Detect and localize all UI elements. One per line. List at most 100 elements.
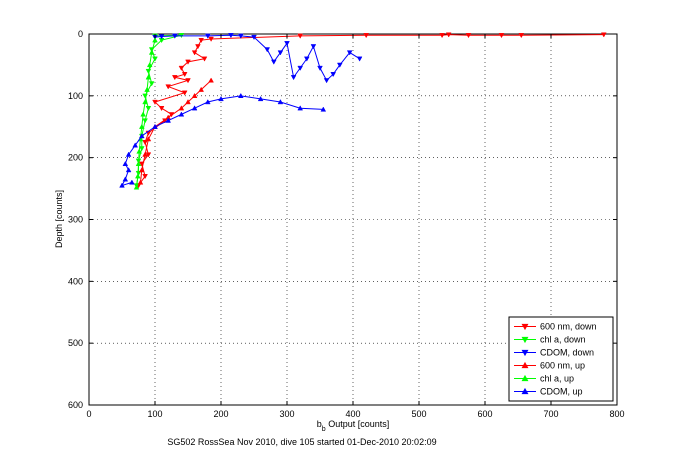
data-point bbox=[145, 152, 152, 158]
data-point bbox=[191, 50, 198, 56]
legend-entry: 600 nm, down bbox=[514, 322, 597, 332]
data-point bbox=[198, 38, 205, 44]
data-point bbox=[158, 34, 165, 40]
data-point bbox=[178, 111, 185, 117]
x-tick-label: 700 bbox=[543, 409, 558, 419]
series-3 bbox=[137, 77, 214, 185]
data-point bbox=[297, 33, 304, 39]
data-point bbox=[132, 142, 139, 148]
data-point bbox=[133, 184, 140, 190]
data-point bbox=[122, 176, 129, 182]
data-point bbox=[148, 81, 155, 87]
data-point bbox=[178, 105, 185, 111]
data-point bbox=[204, 33, 211, 39]
legend-box bbox=[508, 316, 614, 402]
data-point bbox=[138, 133, 145, 139]
legend-label: chl a, up bbox=[540, 374, 574, 384]
x-axis-label-main: b bbox=[317, 419, 322, 429]
data-point bbox=[277, 50, 284, 56]
x-tick-label: 600 bbox=[477, 409, 492, 419]
legend-marker bbox=[521, 361, 529, 369]
data-point bbox=[152, 37, 158, 43]
data-point bbox=[152, 99, 158, 105]
data-point bbox=[142, 174, 148, 180]
data-point bbox=[181, 90, 188, 96]
data-point bbox=[195, 44, 201, 50]
x-tick-label: 400 bbox=[345, 409, 360, 419]
data-point bbox=[125, 167, 132, 173]
data-point bbox=[297, 65, 304, 71]
series-5 bbox=[119, 92, 327, 188]
data-point bbox=[171, 33, 178, 39]
data-point bbox=[129, 179, 135, 185]
x-tick-label: 100 bbox=[147, 409, 162, 419]
legend-marker bbox=[521, 349, 529, 357]
y-tick-label: 300 bbox=[68, 215, 83, 225]
data-point bbox=[142, 99, 148, 105]
data-point bbox=[208, 77, 214, 83]
data-point bbox=[138, 167, 145, 173]
data-point bbox=[208, 36, 214, 42]
data-point bbox=[270, 59, 277, 65]
x-tick-label: 800 bbox=[609, 409, 624, 419]
legend-entry: 600 nm, up bbox=[514, 361, 585, 371]
data-point bbox=[320, 106, 327, 112]
legend-label: CDOM, up bbox=[540, 387, 583, 397]
data-point bbox=[303, 56, 310, 62]
y-tick-label: 400 bbox=[68, 276, 83, 286]
data-point bbox=[198, 86, 205, 92]
data-point bbox=[228, 33, 234, 39]
data-point bbox=[218, 96, 224, 102]
x-axis-label: bb Output [counts] bbox=[317, 419, 389, 433]
data-point bbox=[251, 34, 257, 41]
legend-label: CDOM, down bbox=[540, 348, 594, 358]
legend-label: 600 nm, down bbox=[540, 322, 597, 332]
data-point bbox=[122, 160, 129, 167]
series-0 bbox=[135, 32, 607, 189]
data-point bbox=[297, 105, 304, 111]
data-point bbox=[600, 32, 607, 38]
data-point bbox=[178, 65, 185, 71]
data-point bbox=[138, 146, 145, 152]
data-point bbox=[264, 47, 271, 53]
data-point bbox=[185, 59, 191, 65]
data-point bbox=[290, 75, 297, 81]
data-point bbox=[330, 72, 337, 78]
data-point bbox=[140, 111, 146, 117]
y-tick-label: 500 bbox=[68, 338, 83, 348]
data-point bbox=[152, 123, 158, 129]
data-point bbox=[142, 118, 148, 124]
data-point bbox=[125, 151, 132, 157]
data-point bbox=[323, 78, 330, 84]
y-tick-label: 100 bbox=[68, 91, 83, 101]
data-point bbox=[148, 49, 155, 55]
x-axis-label-rest: Output [counts] bbox=[326, 419, 390, 429]
data-point bbox=[363, 33, 370, 39]
data-point bbox=[346, 50, 353, 56]
data-point bbox=[257, 96, 264, 102]
data-point bbox=[144, 86, 150, 92]
legend-marker bbox=[521, 387, 529, 395]
data-point bbox=[146, 62, 153, 68]
axis-ticks: 0 100 200 300 400 500 600 700 800 0 100 200 300 400 50… bbox=[68, 29, 625, 419]
data-point bbox=[445, 32, 452, 38]
legend-entry: CDOM, up bbox=[514, 387, 583, 397]
legend-entry: CDOM, down bbox=[514, 348, 594, 358]
data-point bbox=[158, 106, 165, 112]
legend: 600 nm, down chl a, down CDOM, down 600 nm,… bbox=[508, 316, 614, 402]
x-tick-label: 200 bbox=[213, 409, 228, 419]
legend-label: 600 nm, up bbox=[540, 361, 585, 371]
data-point bbox=[145, 74, 152, 80]
data-point bbox=[191, 92, 198, 99]
data-point bbox=[498, 33, 505, 39]
legend-marker bbox=[521, 336, 529, 344]
data-point bbox=[165, 117, 172, 123]
legend-marker bbox=[521, 374, 529, 382]
data-point bbox=[237, 33, 244, 39]
data-point bbox=[237, 92, 244, 99]
legend-marker bbox=[521, 323, 529, 331]
series-layer bbox=[119, 32, 607, 190]
data-point bbox=[191, 105, 198, 111]
